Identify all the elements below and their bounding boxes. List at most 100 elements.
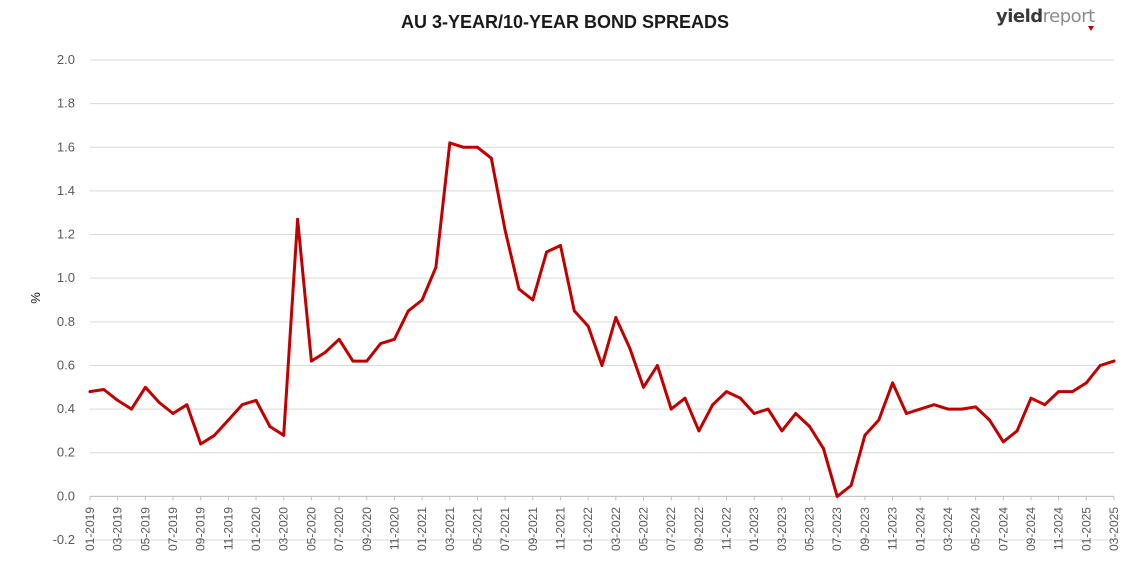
- data-point: [1112, 359, 1116, 363]
- x-tick-label: 03-2022: [609, 507, 623, 551]
- data-point: [905, 412, 908, 415]
- data-point: [337, 337, 341, 341]
- x-tick-label: 05-2019: [138, 507, 152, 551]
- data-point: [406, 309, 410, 313]
- x-tick-label: 01-2024: [913, 507, 927, 551]
- data-point: [974, 405, 978, 409]
- data-point: [1098, 364, 1102, 367]
- data-point: [393, 337, 396, 341]
- data-point: [503, 228, 507, 232]
- data-point: [102, 388, 106, 391]
- data-point: [1084, 381, 1088, 385]
- x-axis-ticks: 01-2019 03-2019 05-2019 07-2019 09-2019 11-20…: [83, 496, 1121, 551]
- x-tick-label: 07-2023: [830, 507, 844, 551]
- data-point: [531, 298, 535, 302]
- logo-text-yield: yield: [996, 6, 1043, 27]
- data-point: [586, 324, 590, 328]
- x-tick-label: 11-2023: [886, 507, 900, 550]
- data-point: [863, 433, 867, 437]
- x-tick-label: 09-2023: [858, 507, 872, 551]
- x-tick-label: 05-2020: [304, 507, 318, 551]
- data-point: [1015, 429, 1019, 433]
- data-point: [282, 433, 286, 437]
- data-point: [116, 398, 120, 402]
- x-tick-label: 01-2019: [83, 507, 97, 551]
- data-point: [794, 412, 798, 415]
- data-point: [1071, 390, 1074, 394]
- data-point: [559, 244, 562, 247]
- data-point: [157, 401, 161, 404]
- data-point: [780, 429, 784, 433]
- data-point: [365, 359, 369, 363]
- chart-title: AU 3-YEAR/10-YEAR BOND SPREADS: [400, 12, 730, 32]
- data-point: [711, 403, 715, 407]
- x-tick-label: 03-2024: [941, 507, 955, 551]
- data-point: [752, 412, 756, 415]
- x-tick-label: 05-2022: [637, 507, 651, 551]
- data-point: [766, 407, 770, 411]
- data-point: [988, 418, 991, 422]
- y-tick-label: 1.2: [57, 227, 75, 242]
- y-tick-label: 1.4: [57, 183, 75, 198]
- x-tick-label: 09-2024: [1024, 507, 1038, 551]
- x-tick-label: 01-2022: [581, 507, 595, 551]
- data-point: [434, 265, 438, 269]
- y-tick-label: -0.2: [53, 532, 75, 547]
- data-point: [683, 396, 687, 400]
- y-tick-label: 1.6: [57, 139, 75, 154]
- x-tick-label: 03-2021: [443, 507, 457, 551]
- data-point: [1057, 390, 1061, 394]
- data-point: [545, 250, 549, 254]
- x-tick-label: 11-2021: [553, 507, 567, 550]
- x-tick-label: 07-2019: [166, 507, 180, 551]
- data-point: [476, 145, 479, 149]
- x-tick-label: 03-2019: [111, 507, 125, 551]
- data-point: [268, 425, 272, 428]
- x-tick-label: 09-2022: [692, 507, 706, 551]
- data-point: [891, 381, 894, 385]
- data-point: [738, 396, 742, 400]
- data-point: [600, 364, 604, 367]
- yieldreport-logo: yieldreport: [996, 6, 1095, 31]
- data-point: [932, 403, 936, 407]
- x-tick-label: 01-2020: [249, 507, 263, 551]
- y-tick-label: 1.8: [57, 96, 75, 111]
- data-point: [226, 418, 230, 422]
- data-point: [669, 407, 673, 411]
- x-tick-label: 01-2021: [415, 507, 429, 551]
- data-point: [448, 141, 452, 145]
- data-point: [420, 298, 424, 302]
- data-point: [323, 350, 327, 354]
- y-axis-label: %: [28, 292, 43, 304]
- data-point: [88, 390, 92, 394]
- x-tick-label: 09-2020: [360, 507, 374, 551]
- data-point: [143, 385, 147, 389]
- data-point: [642, 385, 645, 389]
- data-point: [254, 398, 258, 402]
- x-tick-label: 05-2023: [803, 507, 817, 551]
- data-point: [1043, 403, 1047, 407]
- data-point: [185, 403, 189, 407]
- data-point: [351, 359, 355, 363]
- data-point: [130, 407, 133, 411]
- x-tick-label: 11-2022: [720, 507, 734, 550]
- data-point: [835, 494, 839, 498]
- data-point: [808, 425, 811, 428]
- data-point: [822, 446, 825, 450]
- x-tick-label: 03-2025: [1107, 507, 1121, 551]
- y-tick-label: 0.2: [57, 445, 75, 460]
- x-tick-label: 01-2025: [1079, 507, 1093, 551]
- x-tick-label: 07-2022: [664, 507, 678, 551]
- x-tick-label: 09-2021: [526, 507, 540, 551]
- y-tick-label: 0.0: [57, 488, 75, 503]
- x-tick-label: 07-2020: [332, 507, 346, 551]
- y-tick-label: 0.8: [57, 314, 75, 329]
- data-point: [946, 407, 950, 411]
- series-line-0: [88, 141, 1116, 498]
- y-tick-label: 0.6: [57, 357, 75, 372]
- data-point: [614, 316, 618, 319]
- data-point: [628, 346, 632, 350]
- data-point: [199, 442, 203, 446]
